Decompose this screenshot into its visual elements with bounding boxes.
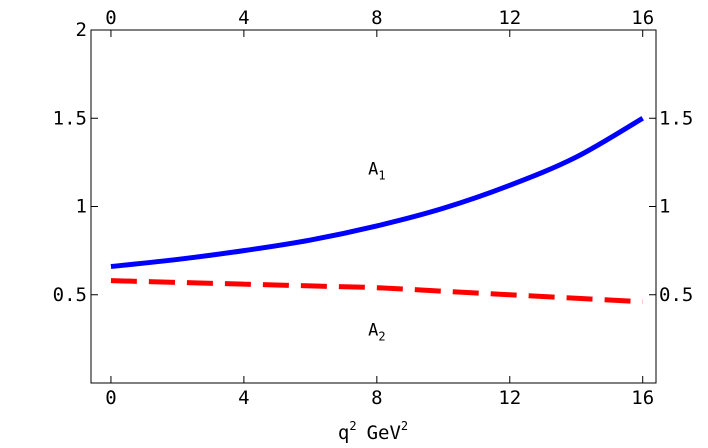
annotation-base: A — [368, 160, 378, 180]
y-tick-label-right: 1.5 — [659, 107, 693, 129]
x-tick-label-top: 0 — [105, 7, 116, 29]
y-tick-label-right: 1 — [659, 196, 670, 218]
x-tick-label-bottom: 12 — [498, 387, 521, 409]
x-axis-label-unit: GeV — [367, 422, 401, 444]
y-tick-label-right: 0.5 — [659, 284, 693, 306]
x-tick-label-bottom: 0 — [105, 387, 116, 409]
x-axis-label-sup: 2 — [349, 419, 356, 433]
x-axis-label-base: q — [338, 422, 349, 444]
tick-labels: 0 4 8 12 160 4 8 12 160.511.520.511.5 — [53, 7, 694, 409]
x-axis-label-unit-sup: 2 — [401, 419, 408, 433]
series-line-a1 — [110, 116, 644, 269]
annotation-label: A1 — [368, 160, 385, 183]
y-tick-label-left: 1.5 — [53, 107, 87, 129]
y-tick-label-left: 1 — [76, 196, 87, 218]
annotation-sub: 1 — [378, 169, 385, 183]
annotation-label: A2 — [368, 320, 385, 343]
y-tick-label-left: 2 — [76, 19, 87, 41]
x-tick-label-top: 16 — [631, 7, 654, 29]
y-tick-label-left: 0.5 — [53, 284, 87, 306]
x-axis-label: q2 GeV2 — [338, 419, 408, 444]
x-tick-label-top: 12 — [498, 7, 521, 29]
x-tick-label-bottom: 8 — [371, 387, 382, 409]
series-line-a2 — [110, 278, 643, 305]
series-group — [110, 116, 644, 305]
x-tick-label-top: 4 — [238, 7, 249, 29]
x-tick-label-top: 8 — [371, 7, 382, 29]
x-tick-label-bottom: 16 — [631, 387, 654, 409]
x-tick-label-bottom: 4 — [238, 387, 249, 409]
annotation-base: A — [368, 320, 378, 340]
annotation-sub: 2 — [378, 329, 385, 343]
ticks — [91, 29, 656, 383]
